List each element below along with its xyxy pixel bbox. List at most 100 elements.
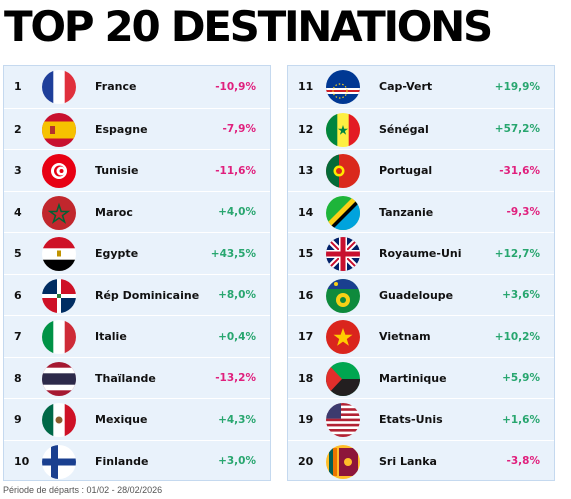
- destination-name: Thaïlande: [95, 371, 156, 385]
- rank-number: 16: [298, 288, 314, 302]
- variation-value: +3,0%: [218, 455, 256, 468]
- tanzania-flag-icon: [326, 195, 360, 230]
- rank-number: 18: [298, 371, 314, 385]
- destination-name: Martinique: [379, 371, 447, 385]
- rank-number: 7: [14, 330, 22, 344]
- ranking-row: 1 France -10,9%: [4, 66, 270, 108]
- variation-value: -7,9%: [222, 123, 256, 136]
- cape-verde-flag-icon: [326, 70, 360, 104]
- italy-flag-icon: [42, 320, 76, 354]
- ranking-row: 18 Martinique +5,9%: [288, 356, 554, 400]
- destination-name: Etats-Unis: [379, 413, 443, 427]
- ranking-panel-left: 1 France -10,9% 2 Espagne -7,9% 3 Tunisie -11,6%…: [3, 65, 271, 481]
- variation-value: +4,0%: [218, 206, 256, 219]
- egypt-flag-icon: [42, 237, 76, 271]
- variation-value: -10,9%: [215, 80, 256, 93]
- ranking-row: 10 Finlande +3,0%: [4, 439, 270, 483]
- destination-name: Sénégal: [379, 122, 429, 136]
- portugal-flag-icon: [326, 154, 360, 188]
- mexico-flag-icon: [42, 403, 76, 437]
- rank-number: 17: [298, 330, 314, 344]
- rank-number: 10: [14, 454, 30, 468]
- rank-number: 5: [14, 247, 22, 261]
- destination-name: Italie: [95, 330, 127, 344]
- rank-number: 9: [14, 413, 22, 427]
- ranking-row: 9 Mexique +4,3%: [4, 398, 270, 441]
- martinique-flag-icon: [326, 361, 360, 396]
- destination-name: Maroc: [95, 205, 133, 219]
- destination-name: Vietnam: [379, 330, 431, 344]
- ranking-row: 8 Thaïlande -13,2%: [4, 356, 270, 400]
- ranking-row: 2 Espagne -7,9%: [4, 107, 270, 151]
- guadeloupe-flag-icon: [326, 278, 360, 313]
- rank-number: 13: [298, 164, 314, 178]
- rank-number: 14: [298, 205, 314, 219]
- destination-name: Portugal: [379, 164, 433, 178]
- ranking-row: 13 Portugal -31,6%: [288, 149, 554, 192]
- destination-name: Mexique: [95, 413, 148, 427]
- ranking-row: 17 Vietnam +10,2%: [288, 315, 554, 358]
- destination-name: Espagne: [95, 122, 148, 136]
- united-kingdom-flag-icon: [326, 237, 360, 271]
- variation-value: +8,0%: [218, 289, 256, 302]
- rank-number: 20: [298, 454, 314, 468]
- page-title: TOP 20 DESTINATIONS: [4, 2, 493, 51]
- ranking-row: 14 Tanzanie -9,3%: [288, 190, 554, 234]
- ranking-row: 6 Rép Dominicaine +8,0%: [4, 273, 270, 317]
- destination-name: Sri Lanka: [379, 454, 437, 468]
- tunisia-flag-icon: [42, 154, 76, 188]
- morocco-flag-icon: [42, 195, 76, 230]
- ranking-row: 11 Cap-Vert +19,9%: [288, 66, 554, 108]
- destination-name: Rép Dominicaine: [95, 288, 200, 302]
- senegal-flag-icon: [326, 112, 360, 147]
- rank-number: 3: [14, 164, 22, 178]
- rank-number: 12: [298, 122, 314, 136]
- ranking-row: 12 Sénégal +57,2%: [288, 107, 554, 151]
- ranking-row: 3 Tunisie -11,6%: [4, 149, 270, 192]
- ranking-panel-right: 11 Cap-Vert +19,9% 12 Sénégal +57,2% 13 Portuga…: [287, 65, 555, 481]
- variation-value: +4,3%: [218, 413, 256, 426]
- rank-number: 11: [298, 80, 314, 94]
- destination-name: Egypte: [95, 247, 139, 261]
- ranking-row: 5 Egypte +43,5%: [4, 232, 270, 275]
- variation-value: -9,3%: [506, 206, 540, 219]
- destination-name: Finlande: [95, 454, 149, 468]
- rank-number: 1: [14, 80, 22, 94]
- rank-number: 19: [298, 413, 314, 427]
- variation-value: -3,8%: [506, 455, 540, 468]
- destination-name: France: [95, 80, 137, 94]
- rank-number: 6: [14, 288, 22, 302]
- destination-name: Tanzanie: [379, 205, 434, 219]
- ranking-row: 7 Italie +0,4%: [4, 315, 270, 358]
- variation-value: +5,9%: [502, 372, 540, 385]
- ranking-row: 16 Guadeloupe +3,6%: [288, 273, 554, 317]
- thailand-flag-icon: [42, 361, 76, 396]
- variation-value: +3,6%: [502, 289, 540, 302]
- ranking-row: 4 Maroc +4,0%: [4, 190, 270, 234]
- variation-value: +57,2%: [494, 123, 540, 136]
- variation-value: +19,9%: [494, 80, 540, 93]
- variation-value: +1,6%: [502, 413, 540, 426]
- variation-value: -31,6%: [499, 164, 540, 177]
- variation-value: +0,4%: [218, 330, 256, 343]
- variation-value: +10,2%: [494, 330, 540, 343]
- ranking-row: 20 Sri Lanka -3,8%: [288, 439, 554, 483]
- variation-value: -11,6%: [215, 164, 256, 177]
- usa-flag-icon: [326, 403, 360, 437]
- dominican-republic-flag-icon: [42, 278, 76, 313]
- france-flag-icon: [42, 70, 76, 104]
- destination-name: Cap-Vert: [379, 80, 433, 94]
- rank-number: 4: [14, 205, 22, 219]
- variation-value: -13,2%: [215, 372, 256, 385]
- destination-name: Guadeloupe: [379, 288, 454, 302]
- vietnam-flag-icon: [326, 320, 360, 354]
- sri-lanka-flag-icon: [326, 444, 360, 479]
- spain-flag-icon: [42, 112, 76, 147]
- rank-number: 8: [14, 371, 22, 385]
- variation-value: +12,7%: [494, 247, 540, 260]
- ranking-row: 15 Royaume-Uni +12,7%: [288, 232, 554, 275]
- finland-flag-icon: [42, 444, 76, 479]
- destination-name: Royaume-Uni: [379, 247, 462, 261]
- departure-period-note: Période de départs : 01/02 - 28/02/2026: [3, 485, 163, 495]
- ranking-row: 19 Etats-Unis +1,6%: [288, 398, 554, 441]
